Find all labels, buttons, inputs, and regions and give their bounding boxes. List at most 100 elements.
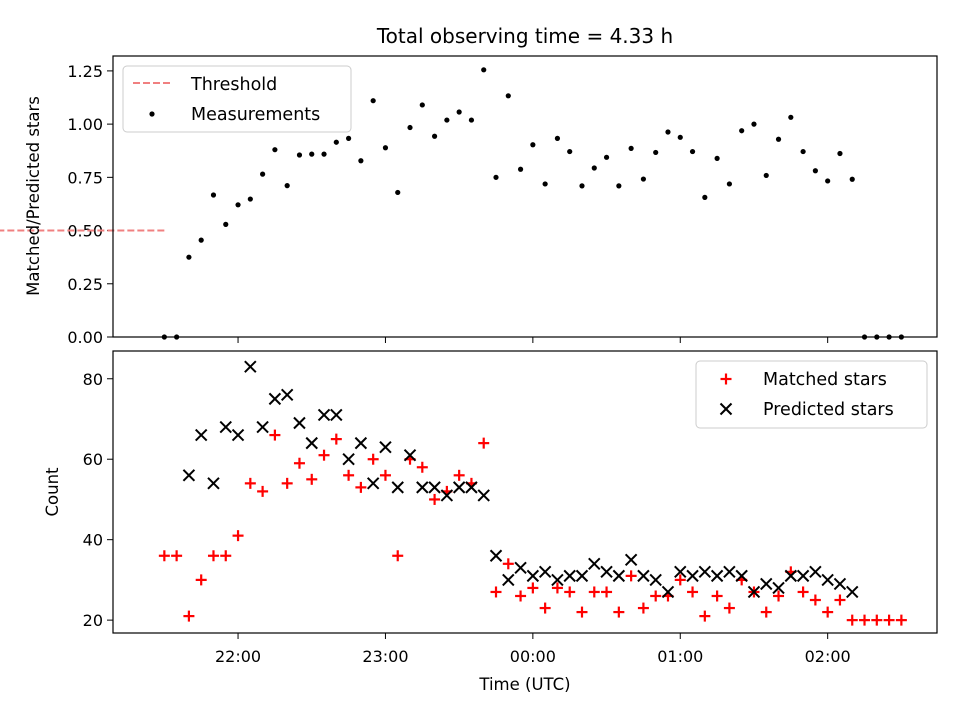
matched-star-point [171,550,183,562]
x-stroke-b [747,585,761,599]
predicted-star-point [502,573,515,587]
x-stroke-b [280,388,294,402]
x-stroke-b [416,481,429,494]
matched-star-point [797,586,809,598]
matched-star-point [711,590,723,602]
x-stroke-b [710,569,724,583]
matched-star-point [392,550,404,562]
matched-star-point [699,610,711,622]
measurement-point [321,151,327,157]
predicted-star-point [330,408,343,422]
matched-star-point [895,614,907,626]
x-stroke-b [612,569,626,583]
x-stroke-b [637,569,650,583]
measurement-point [739,128,745,134]
x-stroke-b [784,569,798,583]
matched-star-point [687,586,699,598]
x-stroke-b [563,569,576,583]
measurement-point [505,93,511,99]
predicted-star-point [833,577,847,591]
matched-star-point [539,602,551,614]
measurement-point [235,202,241,208]
x-stroke-b [293,416,306,430]
ratio-legend-box [122,65,352,133]
matched-star-point [429,493,441,505]
x-stroke-b [428,481,441,494]
measurement-point [825,178,831,184]
measurement-point [788,114,794,120]
predicted-star-point [428,481,441,494]
matched-star-point [502,558,514,570]
x-stroke-b [514,561,527,575]
predicted-star-point [796,569,810,583]
measurement-point [591,165,597,171]
matched-star-point [601,586,613,598]
predicted-star-point [280,388,294,402]
count-panel-frame [112,350,938,634]
x-tick-label: 02:00 [805,647,851,666]
x-stroke-b [735,569,748,583]
x-axis-label: Time (UTC) [478,675,570,694]
x-stroke-b [194,428,208,442]
x-stroke-b [833,577,847,591]
predicted-star-point [305,436,318,450]
measurement-point [812,168,818,174]
x-stroke-b [588,557,601,571]
measurement-point [640,176,647,182]
matched-star-point [809,594,821,606]
matched-star-point [293,457,305,469]
x-stroke-b [674,565,687,579]
x-stroke-b [440,489,454,502]
measurement-point [431,133,438,139]
y-tick-label: 0.00 [67,328,103,347]
x-stroke-b [366,477,380,490]
predicted-star-point [674,565,687,579]
measurement-point [603,154,610,160]
predicted-star-point [784,569,798,583]
x-stroke-b [477,489,490,502]
measurement-point [726,181,732,187]
x-stroke-b [719,402,733,416]
measurements-legend-dot [149,111,155,117]
predicted-star-point [489,549,503,562]
predicted-star-point [686,569,699,583]
predicted-star-point [735,569,748,583]
matched-star-point [576,606,588,618]
predicted-star-point [698,565,712,579]
matched-star-point [515,590,527,602]
predicted-star-point [244,360,257,373]
x-stroke-b [268,392,282,406]
measurement-point [296,152,303,158]
predicted-star-point [465,481,478,494]
x-stroke-b [538,565,552,579]
ratio-legend: Threshold Measurements [122,65,352,133]
measurement-point [517,166,524,172]
measurement-point [616,183,622,189]
y-tick-label: 80 [83,370,103,389]
predicted-star-point [612,569,626,583]
matched-star-point [846,614,858,626]
measurement-point [407,124,413,131]
measurement-point [223,221,229,227]
matched-legend-label: Matched stars [763,370,887,390]
x-stroke-b [502,573,515,587]
predicted-star-point [256,420,269,434]
measurement-point [345,135,352,141]
x-stroke-b [649,573,662,587]
predicted-legend-marker [719,402,733,416]
ratio-panel-frame [112,55,938,338]
measurement-point [456,109,462,115]
predicted-star-point [207,477,220,490]
matched-star-point [834,594,846,606]
x-stroke-b [723,565,736,579]
x-stroke-b [182,469,196,482]
predicted-star-point [723,565,736,579]
predicted-star-point [526,569,540,583]
predicted-star-point [452,481,466,494]
measurement-point [358,158,364,164]
predicted-star-point [846,585,859,599]
x-stroke-b [796,569,810,583]
measurement-point [542,181,548,187]
predicted-star-point [514,561,527,575]
predicted-star-point [440,489,454,502]
